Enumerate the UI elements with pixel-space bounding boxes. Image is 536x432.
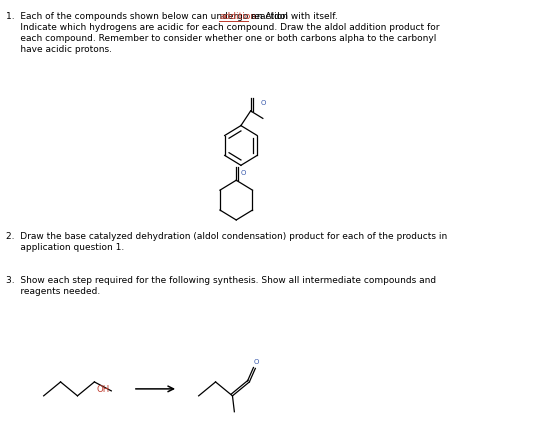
Text: addition: addition <box>219 13 257 21</box>
Text: OH: OH <box>96 385 109 394</box>
Text: 2.  Draw the base catalyzed dehydration (aldol condensation) product for each of: 2. Draw the base catalyzed dehydration (… <box>6 232 448 241</box>
Text: application question 1.: application question 1. <box>6 243 124 252</box>
Text: O: O <box>240 170 245 176</box>
Text: 3.  Show each step required for the following synthesis. Show all intermediate c: 3. Show each step required for the follo… <box>6 276 436 285</box>
Text: O: O <box>254 359 259 365</box>
Text: 1.  Each of the compounds shown below can undergo an Aldol: 1. Each of the compounds shown below can… <box>6 13 291 21</box>
Text: Indicate which hydrogens are acidic for each compound. Draw the aldol addition p: Indicate which hydrogens are acidic for … <box>6 23 440 32</box>
Text: reagents needed.: reagents needed. <box>6 286 100 295</box>
Text: have acidic protons.: have acidic protons. <box>6 45 112 54</box>
Text: reaction with itself.: reaction with itself. <box>248 13 338 21</box>
Text: each compound. Remember to consider whether one or both carbons alpha to the car: each compound. Remember to consider whet… <box>6 34 436 43</box>
Text: O: O <box>260 101 266 106</box>
